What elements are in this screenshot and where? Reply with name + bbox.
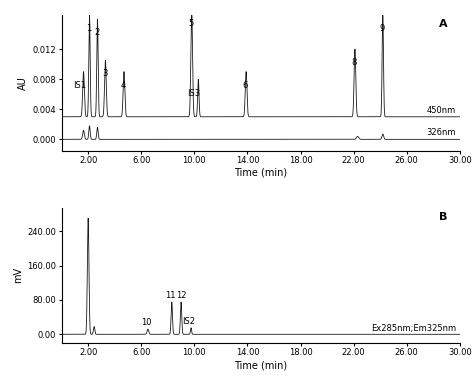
Text: A: A (439, 19, 448, 29)
Text: IS3: IS3 (187, 89, 200, 98)
Text: 326nm: 326nm (426, 128, 456, 138)
Text: 8: 8 (352, 58, 357, 67)
Y-axis label: AU: AU (18, 76, 28, 90)
X-axis label: Time (min): Time (min) (234, 360, 287, 370)
Text: 5: 5 (188, 19, 194, 28)
Text: IS2: IS2 (182, 317, 196, 326)
Text: 4: 4 (121, 82, 126, 90)
Text: 1: 1 (86, 24, 91, 33)
Text: 11: 11 (165, 291, 176, 300)
Text: IS1: IS1 (73, 82, 86, 90)
Text: 9: 9 (380, 24, 385, 33)
Y-axis label: mV: mV (13, 267, 23, 283)
Text: 12: 12 (176, 291, 186, 300)
Text: 2: 2 (94, 28, 100, 37)
Text: Ex285nm;Em325nm: Ex285nm;Em325nm (371, 324, 456, 333)
X-axis label: Time (min): Time (min) (234, 168, 287, 178)
Text: B: B (439, 211, 448, 222)
Text: 3: 3 (102, 69, 108, 78)
Text: 450nm: 450nm (427, 106, 456, 115)
Text: 10: 10 (141, 319, 152, 327)
Text: 6: 6 (243, 82, 248, 90)
